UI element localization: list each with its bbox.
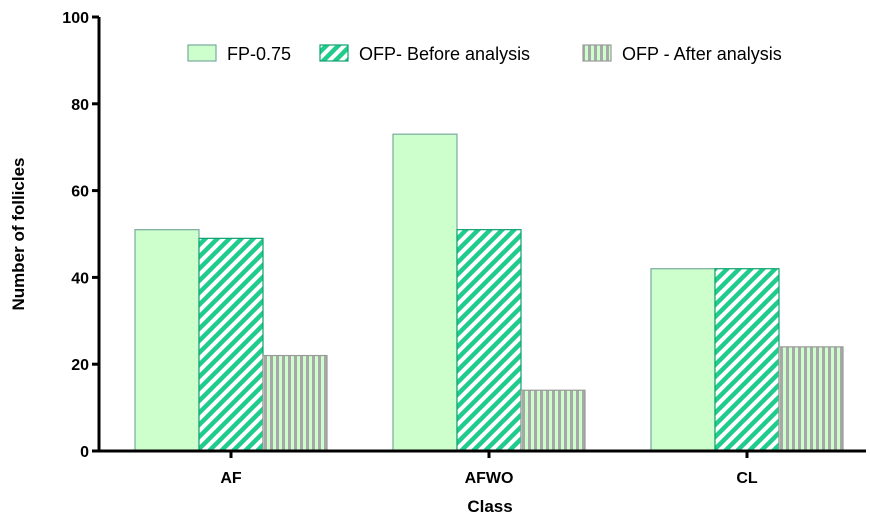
legend-swatch (582, 44, 612, 62)
x-tick-label: AFWO (465, 470, 514, 487)
x-tick-label: CL (736, 470, 758, 487)
axes (97, 17, 866, 453)
y-tick-label: 100 (62, 10, 89, 27)
x-axis-ticks: AF AFWO CL (220, 451, 758, 487)
legend-label: FP-0.75 (227, 44, 291, 64)
bar-af-series-1 (134, 229, 200, 452)
bar-afwo-series-1 (392, 133, 458, 452)
legend-label: OFP - After analysis (622, 44, 782, 64)
bar-af-series-3 (262, 354, 328, 452)
y-tick-label: 80 (71, 97, 89, 114)
x-tick-label: AF (220, 470, 242, 487)
bars-group (134, 133, 844, 452)
x-axis-title: Class (467, 497, 512, 513)
bar-afwo-series-2 (456, 229, 522, 452)
y-tick-label: 0 (80, 444, 89, 461)
legend-swatch (187, 44, 217, 62)
y-tick-label: 20 (71, 357, 89, 374)
y-tick-label: 40 (71, 270, 89, 287)
bar-cl-series-3 (778, 346, 844, 452)
legend: FP-0.75 OFP- Before analysis OFP - After a… (187, 44, 782, 64)
y-axis-ticks: 0 20 40 60 80 100 (62, 10, 99, 461)
bar-af-series-2 (198, 237, 264, 452)
bar-cl-series-2 (714, 268, 780, 452)
bar-cl-series-1 (650, 268, 716, 452)
y-axis-title: Number of follicles (9, 157, 28, 310)
y-tick-label: 60 (71, 184, 89, 201)
bar-afwo-series-3 (520, 389, 586, 452)
legend-swatch (319, 44, 349, 62)
legend-label: OFP- Before analysis (359, 44, 530, 64)
